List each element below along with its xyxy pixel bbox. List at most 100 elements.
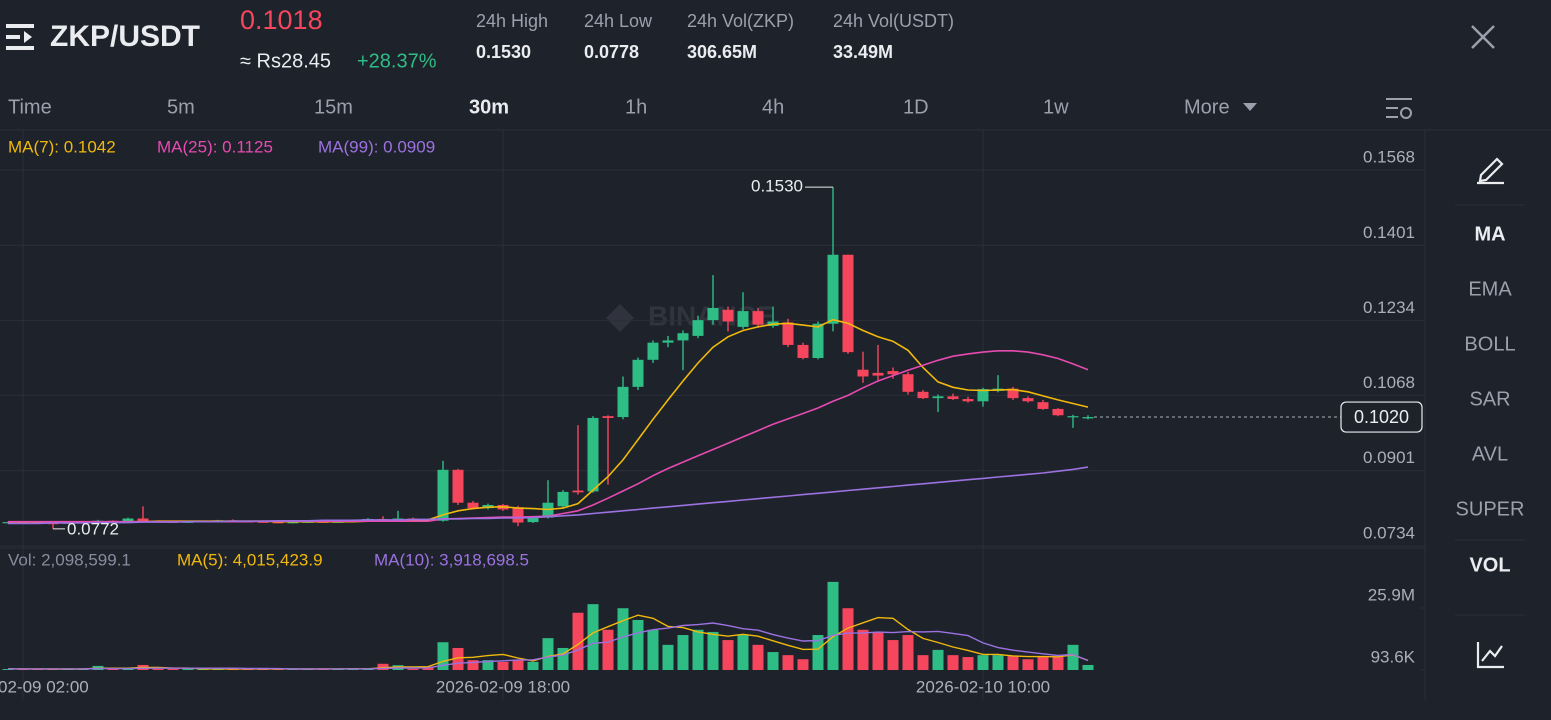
menu-bar (6, 24, 34, 28)
volume-ma-line (7, 622, 1089, 670)
candle-body (842, 254, 854, 353)
volume-legend: Vol: 2,098,599.1 (8, 550, 131, 569)
candle-body (752, 311, 764, 325)
timeframe-tab[interactable]: 15m (314, 96, 353, 118)
volume-bar (947, 655, 959, 670)
timeframe-tab[interactable]: 1D (903, 96, 929, 118)
candle-body (737, 311, 749, 327)
pencil (1478, 157, 1504, 183)
volume-bar (707, 631, 719, 670)
volume-bar (992, 655, 1004, 670)
candle-body (1022, 398, 1034, 402)
draw-tool[interactable] (1477, 157, 1504, 185)
timeframe-tab[interactable]: 1h (625, 96, 647, 118)
ma-line (8, 466, 1089, 525)
legend-entry: MA(99): 0.0909 (318, 137, 435, 156)
volume-bar (1022, 659, 1034, 670)
stat-value: 0.1530 (476, 42, 531, 62)
current-price-box (1340, 401, 1423, 433)
stat-value: 0.0778 (584, 42, 639, 62)
volume-legend-entry: MA(5): 4,015,423.9 (177, 550, 323, 569)
timeframe-tab[interactable]: 1w (1043, 96, 1069, 118)
volume-bar (647, 629, 659, 670)
x-tick-label: 2026-02-09 18:00 (436, 677, 570, 696)
volume-bar (797, 659, 809, 670)
candle-body (617, 386, 629, 418)
candle-body (947, 396, 959, 400)
volume-bar (857, 629, 869, 670)
volume-bar (482, 660, 494, 670)
more-caret (1243, 103, 1257, 111)
volume-bar (842, 608, 854, 670)
candle-body (647, 342, 659, 360)
pair[interactable]: ZKP/USDT (50, 20, 200, 53)
timeframe-tab[interactable]: 30m (469, 96, 509, 118)
candle-body (827, 254, 839, 324)
candle-body (872, 372, 884, 376)
timeframe-tab[interactable]: More (1184, 96, 1230, 118)
candle-body (677, 333, 689, 341)
legend-entry: MA(7): 0.1042 (8, 137, 116, 156)
timeframe-tab[interactable]: Time (8, 96, 52, 118)
candle-body (782, 322, 794, 345)
candle-body (1037, 402, 1049, 409)
menu-bar (6, 35, 20, 39)
chart-type-icon[interactable] (1476, 642, 1504, 669)
indicator-button[interactable]: EMA (1468, 278, 1512, 300)
volume-bar (767, 652, 779, 670)
volume-bar (1067, 644, 1079, 670)
current-price-label: 0.1020 (1354, 407, 1409, 427)
volume-bar (422, 667, 434, 670)
volume-bar (782, 655, 794, 670)
volume-bar (737, 635, 749, 670)
candle-body (662, 340, 674, 343)
volume-bar (407, 668, 419, 670)
volume-bar (917, 655, 929, 670)
volume-tick-label: 25.9M (1368, 585, 1415, 604)
candle-body (437, 469, 449, 521)
close-button[interactable] (1471, 25, 1495, 49)
candle-body (572, 490, 584, 493)
timeframe-tab[interactable]: 5m (167, 96, 195, 118)
indicator-button[interactable]: AVL (1472, 443, 1508, 465)
candle-body (962, 399, 974, 402)
volume-bar (437, 642, 449, 670)
volume-bar (677, 635, 689, 670)
candle-body (812, 323, 824, 358)
volume-bar (182, 668, 194, 670)
menu-icon[interactable] (6, 24, 34, 50)
candle-body (452, 469, 464, 503)
volume-bar (527, 661, 539, 670)
indicator-button[interactable]: BOLL (1464, 333, 1515, 355)
y-tick-label: 0.1401 (1363, 223, 1415, 242)
y-tick-label: 0.1568 (1363, 147, 1415, 166)
volume-bar (752, 644, 764, 670)
volume-bar (722, 640, 734, 670)
icon-gear (1400, 107, 1412, 119)
indicator-button[interactable]: VOL (1469, 554, 1510, 576)
volume-bar (557, 647, 569, 670)
volume-bar (902, 635, 914, 670)
volume-legend-entry: MA(10): 3,918,698.5 (374, 550, 529, 569)
candle-body (887, 371, 899, 375)
volume-bar (452, 647, 464, 670)
menu-bar (6, 46, 34, 50)
x-tick-label: 02-09 02:00 (0, 677, 89, 696)
y-tick-label: 0.1068 (1363, 373, 1415, 392)
volume-bar (812, 635, 824, 670)
low-marker-label: 0.0772 (67, 519, 119, 538)
volume-bar (152, 668, 164, 670)
indicator-button[interactable]: SUPER (1456, 498, 1525, 520)
candle-body (257, 521, 269, 523)
volume-bar (107, 668, 119, 670)
volume-tick-label: 93.6K (1371, 647, 1416, 666)
timeframe-tab[interactable]: 4h (762, 96, 784, 118)
candle-body (692, 320, 704, 336)
volume-bar (497, 661, 509, 670)
indicator-button[interactable]: SAR (1469, 388, 1510, 410)
indicator-button[interactable]: MA (1474, 223, 1505, 245)
candle-body (587, 417, 599, 492)
candle-body (287, 522, 299, 524)
chart-settings-icon[interactable] (1386, 98, 1412, 119)
candle-body (137, 518, 149, 522)
